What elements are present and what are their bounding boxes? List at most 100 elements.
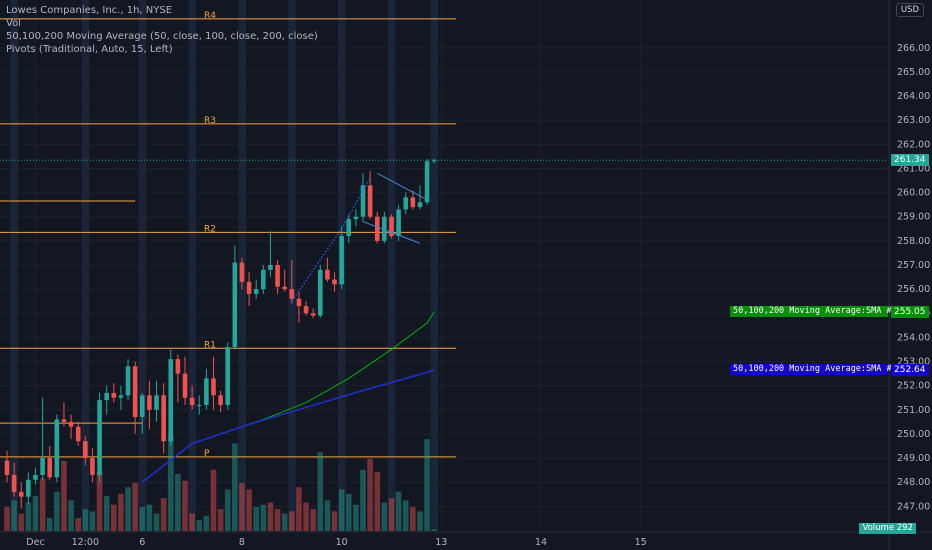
x-tick-label: 10 [336,537,348,548]
sma-label-name: 50,100,200 Moving Average:SMA #1 [730,306,897,318]
volume-bar [224,489,231,531]
candle-body [40,458,45,475]
volume-bar [196,520,203,531]
pivot-label: R2 [204,224,216,234]
volume-bar [303,502,309,531]
candle-body [325,269,330,280]
pivot-label: R4 [204,11,216,21]
volume-bar [103,496,110,531]
candle-body [246,281,252,294]
candle-body [204,378,209,405]
pivot-label: R1 [204,340,216,350]
x-tick-label: 14 [535,537,547,548]
volume-bar [203,515,210,531]
volume-bar [353,504,359,531]
x-tick-label: 8 [239,537,245,548]
candle-body [261,269,266,290]
legend-volume[interactable]: Vol [6,18,21,29]
volume-bar [431,529,437,531]
candle-body [317,269,323,316]
y-tick-label: 266.00 [897,43,930,54]
candle-body [61,419,67,422]
trendline[interactable] [377,172,428,201]
candle-body [253,289,259,294]
volume-bar [160,498,167,531]
candle-body [26,479,31,497]
candle-body [410,197,416,208]
volume-badge: Volume 292 [859,523,916,534]
volume-bar [175,474,181,531]
legend-pivots[interactable]: Pivots (Traditional, Auto, 15, Left) [6,44,173,55]
candle-body [346,219,352,237]
pivot-label: R3 [204,116,216,126]
volume-bar [25,502,32,531]
volume-bar [374,471,381,531]
volume-bar [381,502,388,531]
volume-bar [217,509,224,531]
volume-bar [46,517,53,531]
volume-bar [182,480,188,531]
candle-body [68,421,74,427]
candle-body [47,458,53,478]
volume-bar [296,487,302,531]
candle-body [310,313,316,316]
currency-badge[interactable]: USD [895,3,924,17]
volume-bar [61,461,67,531]
candle-body [18,491,24,497]
candle-body [382,216,387,241]
candle-body [168,359,174,442]
candle-body [97,400,102,475]
y-tick-label: 256.00 [897,284,930,295]
candle-body [118,395,124,398]
candle-body [125,366,131,396]
volume-bar [39,478,46,531]
volume-badge-label: Volume [862,523,895,533]
candle-body [104,392,109,401]
candle-body [360,185,366,217]
volume-bar [18,513,25,531]
volume-bar [289,511,295,531]
y-tick-label: 248.00 [897,477,930,488]
y-tick-label: 247.00 [897,501,930,512]
candle-body [396,209,401,237]
volume-bar [267,502,274,531]
y-tick-label: 265.00 [897,67,930,78]
candle-body [282,286,287,290]
x-tick-label: 15 [635,537,647,548]
candle-body [211,378,216,396]
y-tick-label: 260.00 [897,188,930,199]
candle-body [218,395,223,405]
candle-body [339,236,344,285]
candle-body [424,161,430,203]
volume-bar [345,493,352,531]
volume-bar [189,513,195,531]
candle-body [154,395,159,410]
volume-bar [388,498,395,531]
x-tick-label: 13 [435,537,447,548]
candle-body [417,202,423,208]
candle-body [111,392,117,398]
volume-bar [32,496,39,531]
trendline[interactable] [362,221,421,244]
volume-bar [246,489,252,531]
candle-body [289,289,295,299]
legend-moving-average[interactable]: 50,100,200 Moving Average (50, close, 10… [6,31,318,42]
dotted-trendline [291,177,371,302]
volume-badge-value: 292 [896,523,913,533]
volume-bar [132,482,138,531]
candle-body [139,395,145,418]
candle-body [33,474,38,480]
volume-bar [4,506,10,531]
y-tick-label: 261.00 [897,163,930,174]
volume-bar [232,443,238,531]
volume-bar [410,506,416,531]
candle-body [90,458,95,475]
volume-bar [68,500,74,531]
volume-bar [118,493,124,531]
candle-body [225,347,231,405]
candle-body [147,395,152,410]
legend-title[interactable]: Lowes Companies, Inc., 1h, NYSE [6,5,173,16]
pivot-label: P [204,449,210,459]
candle-body [175,359,181,374]
